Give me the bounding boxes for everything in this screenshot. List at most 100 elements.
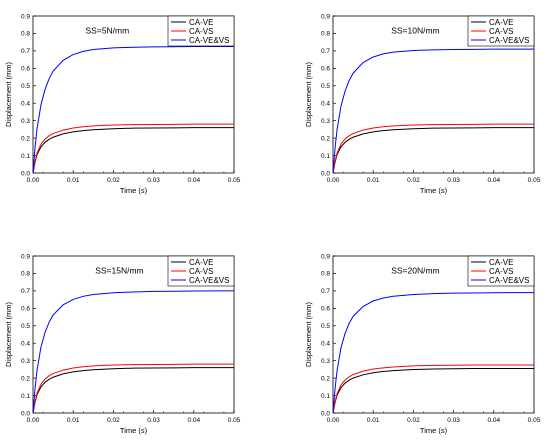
y-tick-label: 0.2: [21, 135, 30, 142]
y-tick-label: 0.5: [321, 323, 330, 330]
y-tick-label: 0.1: [21, 153, 30, 160]
legend-box: [167, 15, 235, 47]
x-tick-label: 0.05: [228, 417, 241, 424]
x-tick-label: 0.00: [327, 417, 340, 424]
legend-label: CA-VS: [489, 27, 513, 36]
legend-label: CA-VE: [189, 18, 213, 27]
x-tick-label: 0.02: [407, 417, 420, 424]
plot-frame: [32, 255, 235, 414]
y-tick-label: 0.4: [21, 341, 30, 348]
series-line-2: [32, 363, 234, 414]
x-tick-label: 0.04: [187, 417, 200, 424]
x-tick-label: 0.00: [27, 417, 40, 424]
annotation-label: SS=5N/mm: [86, 25, 130, 35]
y-tick-label: 0.3: [21, 118, 30, 125]
y-tick-label: 0.5: [21, 83, 30, 90]
y-tick-label: 0.4: [321, 101, 330, 108]
x-tick-label: 0.03: [447, 417, 460, 424]
chart-panel-3: 0.00 0.01 0.02 0.03 0.04 0.05 0.0 0.1 0.2 0.3 0.4 0…: [4, 253, 241, 435]
x-tick-label: 0.04: [187, 177, 200, 184]
x-axis-label: Time (s): [120, 426, 148, 435]
legend-label: CA-VE: [489, 18, 513, 27]
y-tick-label: 0.1: [321, 153, 330, 160]
y-tick-label: 0.4: [321, 341, 330, 348]
x-tick-label: 0.02: [407, 177, 420, 184]
chart-panel-1: 0.00 0.01 0.02 0.03 0.04 0.05 0.0 0.1 0.2 0.3 0.4 0…: [4, 13, 241, 195]
legend-label: CA-VE&VS: [489, 36, 529, 45]
x-tick-label: 0.04: [487, 177, 500, 184]
plot-frame: [32, 15, 235, 174]
chart-panel-2: 0.00 0.01 0.02 0.03 0.04 0.05 0.0 0.1 0.2 0.3 0.4 0…: [304, 13, 541, 195]
y-axis-label: Displacement (mm): [304, 301, 313, 367]
plot-frame: [332, 15, 535, 174]
y-tick-label: 0.6: [21, 66, 30, 73]
x-tick-label: 0.03: [147, 177, 160, 184]
x-axis-label: Time (s): [420, 186, 448, 195]
y-tick-label: 0.2: [321, 135, 330, 142]
x-tick-label: 0.05: [228, 177, 241, 184]
legend-label: CA-VS: [489, 267, 513, 276]
series-line-3: [32, 290, 234, 414]
y-tick-label: 0.0: [21, 170, 30, 177]
series-line-2: [332, 364, 534, 414]
y-tick-label: 0.3: [321, 358, 330, 365]
x-tick-label: 0.04: [487, 417, 500, 424]
plot-frame: [332, 255, 535, 414]
x-tick-label: 0.00: [27, 177, 40, 184]
y-tick-label: 0.9: [21, 253, 30, 260]
y-axis-label: Displacement (mm): [4, 301, 13, 367]
legend-label: CA-VE&VS: [189, 276, 229, 285]
legend-label: CA-VS: [189, 27, 213, 36]
x-tick-label: 0.03: [447, 177, 460, 184]
legend-label: CA-VE: [189, 258, 213, 267]
legend-label: CA-VE: [489, 258, 513, 267]
y-tick-label: 0.3: [321, 118, 330, 125]
annotation-label: SS=15N/mm: [95, 265, 143, 275]
annotation-label: SS=10N/mm: [391, 25, 439, 35]
y-tick-label: 0.3: [21, 358, 30, 365]
x-tick-label: 0.01: [367, 177, 380, 184]
y-tick-label: 0.1: [321, 393, 330, 400]
y-tick-label: 0.5: [321, 83, 330, 90]
series-line-3: [32, 46, 234, 174]
legend-label: CA-VE&VS: [489, 276, 529, 285]
x-tick-label: 0.01: [67, 417, 80, 424]
y-tick-label: 0.2: [321, 375, 330, 382]
series-line-1: [32, 367, 234, 414]
x-tick-label: 0.05: [528, 417, 541, 424]
series-line-1: [32, 127, 234, 174]
annotation-label: SS=20N/mm: [391, 265, 439, 275]
y-tick-label: 0.0: [321, 410, 330, 417]
y-tick-label: 0.8: [21, 271, 30, 278]
y-tick-label: 0.9: [21, 13, 30, 20]
legend-label: CA-VS: [189, 267, 213, 276]
y-tick-label: 0.9: [321, 13, 330, 20]
y-tick-label: 0.2: [21, 375, 30, 382]
y-tick-label: 0.0: [321, 170, 330, 177]
y-tick-label: 0.7: [21, 288, 30, 295]
x-tick-label: 0.00: [327, 177, 340, 184]
x-tick-label: 0.01: [67, 177, 80, 184]
x-tick-label: 0.02: [107, 417, 120, 424]
series-line-2: [32, 123, 234, 174]
y-tick-label: 0.1: [21, 393, 30, 400]
y-tick-label: 0.4: [21, 101, 30, 108]
series-line-2: [332, 123, 534, 174]
x-axis-label: Time (s): [420, 426, 448, 435]
y-tick-label: 0.6: [21, 306, 30, 313]
series-line-1: [332, 127, 534, 174]
y-axis-label: Displacement (mm): [304, 61, 313, 127]
y-tick-label: 0.9: [321, 253, 330, 260]
y-tick-label: 0.8: [321, 271, 330, 278]
y-axis-label: Displacement (mm): [4, 61, 13, 127]
y-tick-label: 0.6: [321, 306, 330, 313]
y-tick-label: 0.8: [321, 31, 330, 38]
y-tick-label: 0.7: [321, 48, 330, 55]
legend-label: CA-VE&VS: [189, 36, 229, 45]
x-axis-label: Time (s): [120, 186, 148, 195]
x-tick-label: 0.03: [147, 417, 160, 424]
series-line-3: [332, 292, 534, 414]
series-line-1: [332, 368, 534, 414]
y-tick-label: 0.0: [21, 410, 30, 417]
